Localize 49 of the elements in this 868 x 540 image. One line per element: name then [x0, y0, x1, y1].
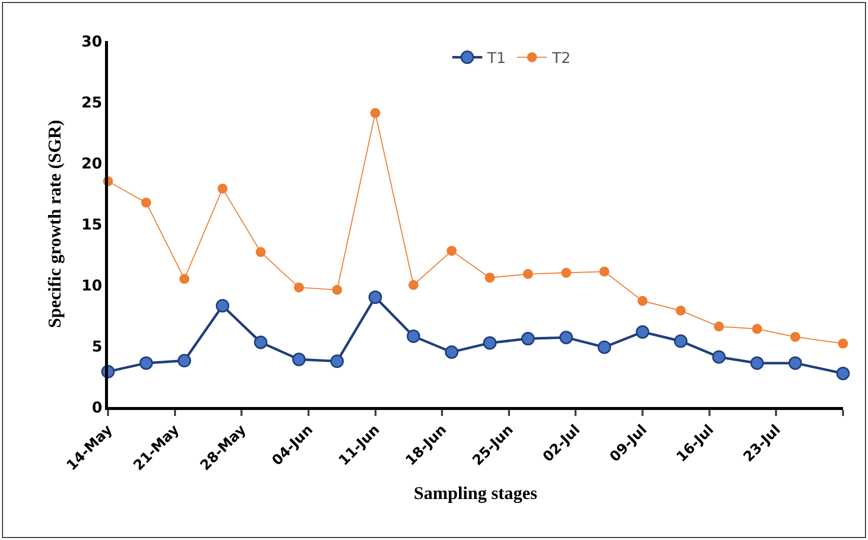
point [561, 268, 572, 278]
point [216, 298, 230, 312]
point [674, 334, 688, 348]
point [178, 354, 192, 368]
point [484, 272, 495, 283]
point [712, 350, 726, 364]
x-axis-title: Sampling stages [414, 483, 538, 503]
point [638, 296, 648, 306]
legend-label: T1 [486, 49, 506, 68]
point [714, 321, 724, 332]
legend-label: T2 [550, 49, 571, 68]
point [446, 246, 457, 256]
point [179, 274, 190, 284]
point [332, 284, 342, 295]
point [521, 332, 535, 346]
point [483, 336, 497, 350]
point [256, 247, 266, 258]
y-tick-label: 10 [81, 276, 102, 294]
point [559, 330, 573, 344]
point [406, 329, 420, 343]
y-tick-label: 5 [92, 337, 102, 356]
point [408, 280, 418, 290]
y-tick-label: 20 [81, 154, 102, 172]
y-tick-label: 25 [81, 93, 102, 112]
point [636, 325, 650, 339]
point [752, 324, 762, 334]
point [370, 108, 380, 118]
point [294, 282, 304, 292]
y-tick-label: 0 [92, 398, 102, 416]
point [218, 184, 228, 194]
point [254, 336, 268, 350]
point [750, 356, 764, 370]
y-tick-label: 15 [81, 215, 102, 234]
point [790, 332, 800, 342]
point [444, 345, 458, 359]
y-tick-label: 30 [81, 32, 102, 50]
point [330, 354, 344, 368]
point [368, 290, 382, 304]
point [676, 306, 686, 316]
point [599, 266, 610, 277]
point [838, 338, 848, 349]
point [836, 366, 850, 380]
point [523, 269, 533, 280]
point [598, 340, 612, 354]
point [141, 198, 152, 208]
point [292, 352, 306, 366]
point [788, 356, 802, 370]
point [139, 356, 153, 370]
y-axis-title: Specific growth rate (SGR) [44, 120, 65, 328]
